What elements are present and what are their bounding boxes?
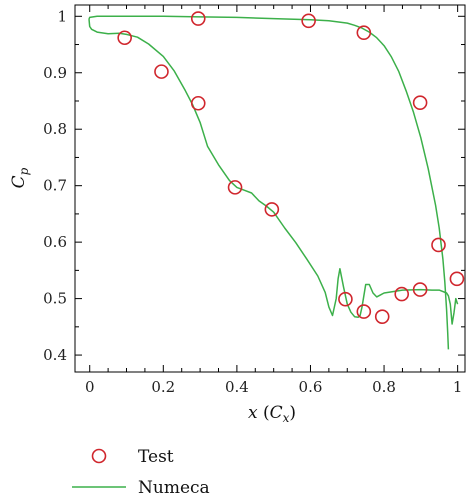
series-layer xyxy=(88,11,465,350)
x-tick-label: 0.2 xyxy=(151,378,175,396)
y-tick-label: 1 xyxy=(57,7,67,25)
test-point xyxy=(227,180,243,195)
legend-test-label: Test xyxy=(138,447,174,467)
y-tick-label: 0.4 xyxy=(43,346,67,364)
x-axis-ticks: 0 0.2 0.4 0.6 0.8 1 xyxy=(85,5,462,396)
test-point xyxy=(374,309,390,324)
y-tick-label: 0.8 xyxy=(43,120,67,138)
test-point xyxy=(117,30,132,46)
test-point xyxy=(338,291,353,307)
y-axis-label: Cp xyxy=(9,167,31,188)
x-axis-label: x (Cx) xyxy=(248,403,296,425)
test-point xyxy=(356,304,372,319)
test-point xyxy=(154,64,169,79)
test-point xyxy=(431,237,446,253)
y-tick-label: 0.6 xyxy=(43,233,67,251)
test-point xyxy=(264,202,280,217)
y-tick-label: 0.7 xyxy=(43,177,67,195)
test-point xyxy=(301,13,316,29)
numeca-line xyxy=(88,19,459,325)
legend-numeca-label: Numeca xyxy=(138,478,210,498)
test-point xyxy=(412,95,428,110)
x-tick-label: 0.6 xyxy=(299,378,323,396)
numeca-line xyxy=(88,15,450,350)
x-tick-label: 1 xyxy=(453,378,463,396)
test-point xyxy=(356,25,372,40)
x-tick-label: 0 xyxy=(85,378,95,396)
test-point xyxy=(190,11,206,26)
legend: Test Numeca xyxy=(72,447,210,498)
legend-test-marker xyxy=(91,448,107,464)
x-tick-label: 0.8 xyxy=(372,378,396,396)
plot-border xyxy=(74,4,466,373)
plot-frame xyxy=(74,4,466,373)
test-point xyxy=(190,95,206,111)
test-point xyxy=(394,286,410,302)
test-point xyxy=(449,271,465,287)
y-tick-label: 0.9 xyxy=(43,64,67,82)
test-point xyxy=(412,282,428,297)
x-tick-label: 0.4 xyxy=(225,378,249,396)
y-tick-label: 0.5 xyxy=(43,290,67,308)
y-axis-ticks: 0.4 0.5 0.6 0.7 0.8 0.9 1 xyxy=(43,7,465,364)
